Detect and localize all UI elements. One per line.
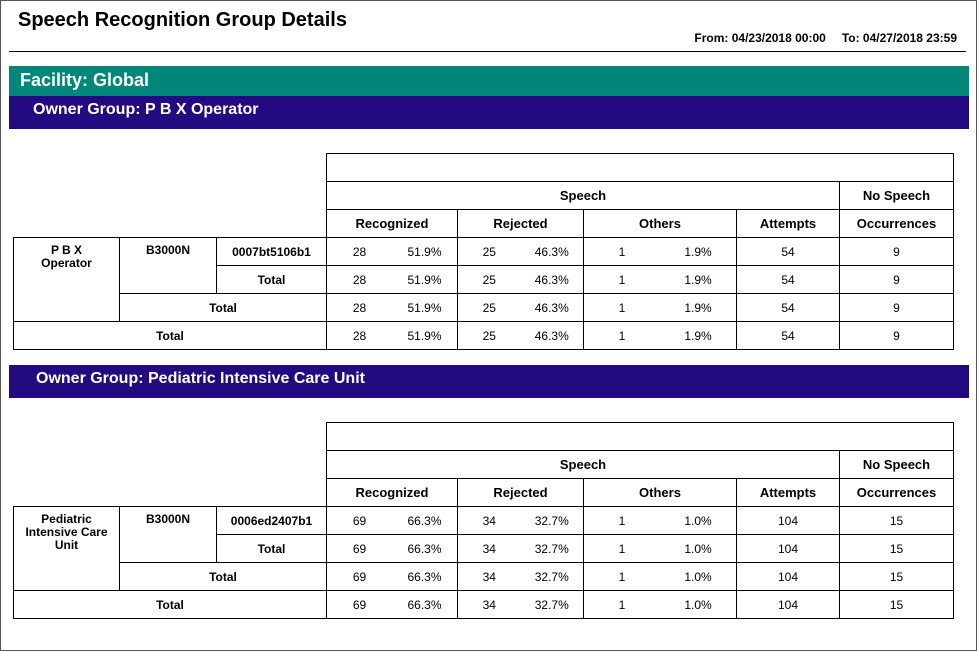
device-serial: 0007bt5106b1 xyxy=(216,237,327,266)
date-to: To: 04/27/2018 23:59 xyxy=(841,31,957,45)
others-cell: 1 1.9% xyxy=(583,237,737,266)
others-cell: 1 1.0% xyxy=(583,562,737,591)
date-from: From: 04/23/2018 00:00 xyxy=(694,31,826,45)
recognized-cell: 69 66.3% xyxy=(326,534,458,563)
owner-group-name: Pediatric Intensive Care Unit xyxy=(13,506,120,591)
date-range: From: 04/23/2018 00:00 To: 04/27/2018 23:… xyxy=(694,31,957,45)
table-row: Total 28 51.9% 25 46.3% 1 1.9% 54 9 xyxy=(14,293,954,322)
rejected-cell: 25 46.3% xyxy=(457,293,584,322)
others-header: Others xyxy=(583,209,737,238)
attempts-cell: 104 xyxy=(736,506,840,535)
rejected-cell: 34 32.7% xyxy=(457,534,584,563)
owner-group-name: P B X Operator xyxy=(13,237,120,322)
occurrences-cell: 15 xyxy=(839,590,954,619)
table-row: Total 69 66.3% 34 32.7% 1 1.0% 104 15 xyxy=(14,562,954,591)
attempts-cell: 104 xyxy=(736,562,840,591)
owner-group-label: Owner Group: Pediatric Intensive Care Un… xyxy=(36,370,365,387)
table-row: Total 28 51.9% 25 46.3% 1 1.9% 54 9 xyxy=(14,265,954,294)
occurrences-cell: 9 xyxy=(839,293,954,322)
occurrences-cell: 15 xyxy=(839,562,954,591)
attempts-cell: 54 xyxy=(736,293,840,322)
occurrences-cell: 15 xyxy=(839,534,954,563)
others-cell: 1 1.9% xyxy=(583,293,737,322)
others-cell: 1 1.9% xyxy=(583,265,737,294)
table-row: Total 28 51.9% 25 46.3% 1 1.9% 54 9 xyxy=(13,321,954,350)
others-cell: 1 1.0% xyxy=(583,534,737,563)
grand-total-label: Total xyxy=(13,590,327,619)
occurrences-header: Occurrences xyxy=(839,209,954,238)
others-cell: 1 1.9% xyxy=(583,321,737,350)
owner-group-label: Owner Group: P B X Operator xyxy=(33,101,259,118)
rejected-header: Rejected xyxy=(457,478,584,507)
attempts-cell: 104 xyxy=(736,534,840,563)
speech-table: Speech No Speech Recognized Rejected Oth… xyxy=(13,422,954,619)
rejected-cell: 34 32.7% xyxy=(457,590,584,619)
others-cell: 1 1.0% xyxy=(583,506,737,535)
others-cell: 1 1.0% xyxy=(583,590,737,619)
attempts-cell: 104 xyxy=(736,590,840,619)
rejected-cell: 25 46.3% xyxy=(457,265,584,294)
group-total-label: Total xyxy=(119,293,327,322)
owner-group-header: Owner Group: Pediatric Intensive Care Un… xyxy=(9,365,969,398)
occurrences-header: Occurrences xyxy=(839,478,954,507)
occurrences-cell: 9 xyxy=(839,321,954,350)
recognized-header: Recognized xyxy=(326,478,458,507)
title-divider xyxy=(9,51,966,52)
occurrences-cell: 15 xyxy=(839,506,954,535)
rejected-header: Rejected xyxy=(457,209,584,238)
group-total-label: Total xyxy=(119,562,327,591)
device-model: B3000N xyxy=(119,506,217,563)
speech-table: Speech No Speech Recognized Rejected Oth… xyxy=(13,153,954,350)
header-spacer xyxy=(326,153,954,182)
table-row: P B X Operator B3000N 0007bt5106b1 28 51.… xyxy=(13,237,954,322)
attempts-cell: 54 xyxy=(736,265,840,294)
rejected-cell: 25 46.3% xyxy=(457,237,584,266)
table-row: Total 69 66.3% 34 32.7% 1 1.0% 104 15 xyxy=(13,590,954,619)
rejected-cell: 34 32.7% xyxy=(457,506,584,535)
occurrences-cell: 9 xyxy=(839,265,954,294)
report-title: Speech Recognition Group Details xyxy=(18,9,347,31)
device-total-label: Total xyxy=(216,265,327,294)
others-header: Others xyxy=(583,478,737,507)
grand-total-label: Total xyxy=(13,321,327,350)
recognized-cell: 28 51.9% xyxy=(326,265,458,294)
attempts-cell: 54 xyxy=(736,321,840,350)
table-row: Total 69 66.3% 34 32.7% 1 1.0% 104 15 xyxy=(14,534,954,563)
recognized-cell: 28 51.9% xyxy=(326,237,458,266)
occurrences-cell: 9 xyxy=(839,237,954,266)
recognized-header: Recognized xyxy=(326,209,458,238)
recognized-cell: 69 66.3% xyxy=(326,562,458,591)
recognized-cell: 28 51.9% xyxy=(326,293,458,322)
recognized-cell: 69 66.3% xyxy=(326,506,458,535)
speech-header: Speech xyxy=(326,450,840,479)
attempts-cell: 54 xyxy=(736,237,840,266)
recognized-cell: 28 51.9% xyxy=(326,321,458,350)
no-speech-header: No Speech xyxy=(839,181,954,210)
speech-header: Speech xyxy=(326,181,840,210)
no-speech-header: No Speech xyxy=(839,450,954,479)
device-serial: 0006ed2407b1 xyxy=(216,506,327,535)
device-total-label: Total xyxy=(216,534,327,563)
attempts-header: Attempts xyxy=(736,478,840,507)
header-spacer xyxy=(326,422,954,451)
recognized-cell: 69 66.3% xyxy=(326,590,458,619)
owner-group-header: Owner Group: P B X Operator xyxy=(9,96,969,129)
rejected-cell: 25 46.3% xyxy=(457,321,584,350)
device-model: B3000N xyxy=(119,237,217,294)
rejected-cell: 34 32.7% xyxy=(457,562,584,591)
attempts-header: Attempts xyxy=(736,209,840,238)
table-row: Pediatric Intensive Care Unit B3000N 000… xyxy=(13,506,954,591)
facility-header: Facility: Global xyxy=(9,66,969,96)
